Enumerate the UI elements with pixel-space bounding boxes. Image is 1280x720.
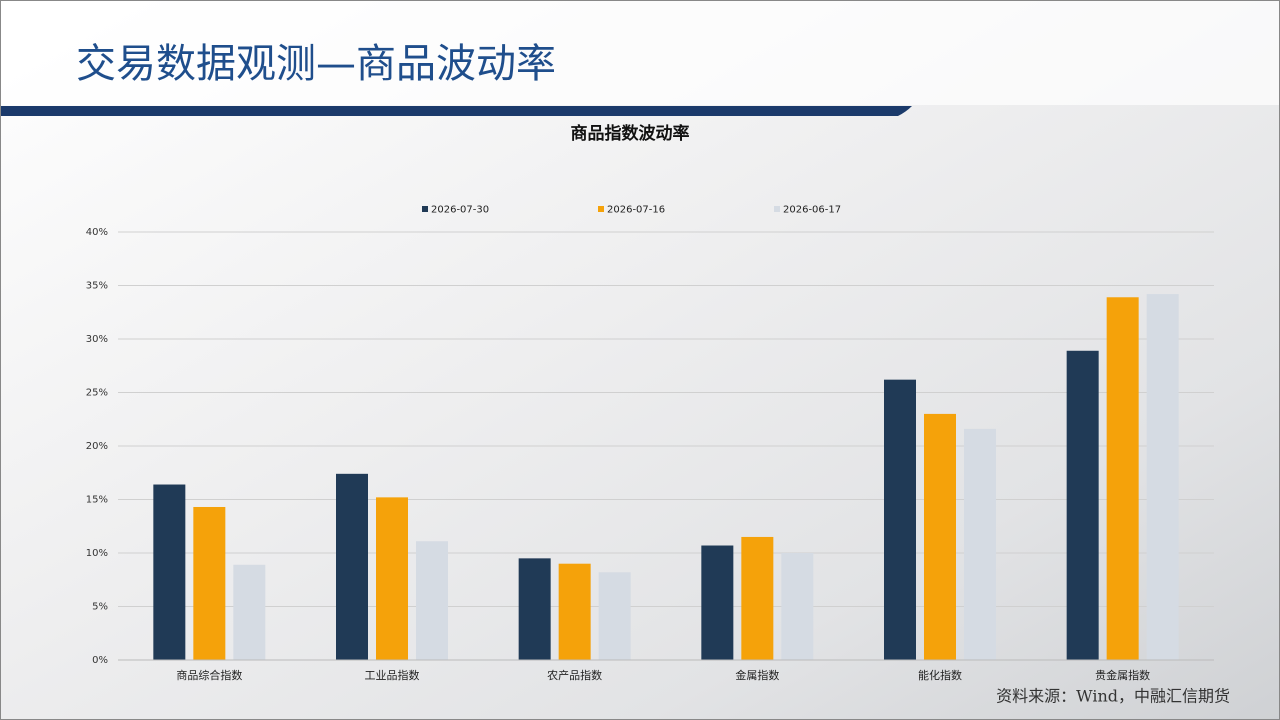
- bar: [701, 545, 734, 660]
- x-tick-label: 商品综合指数: [176, 668, 242, 682]
- legend-swatch: [774, 206, 780, 212]
- x-tick-label: 工业品指数: [365, 668, 420, 682]
- bar: [518, 558, 551, 660]
- bar: [924, 413, 956, 660]
- y-tick-label: 35%: [86, 281, 108, 292]
- x-tick-label: 农产品指数: [547, 668, 602, 682]
- page-title: 交易数据观测—商品波动率: [76, 41, 556, 87]
- header-band: [0, 0, 1280, 105]
- source-note: 资料来源：Wind，中融汇信期货: [996, 687, 1230, 706]
- legend-label: 2026-07-30: [431, 205, 489, 216]
- legend-swatch: [422, 206, 428, 212]
- y-tick-label: 30%: [86, 334, 108, 345]
- bar: [741, 536, 774, 660]
- x-tick-label: 金属指数: [735, 668, 779, 682]
- bar: [558, 563, 591, 660]
- bar: [964, 428, 996, 660]
- x-tick-label: 贵金属指数: [1095, 668, 1150, 682]
- legend-label: 2026-06-17: [783, 205, 841, 216]
- x-tick-label: 能化指数: [918, 668, 962, 682]
- bar: [233, 564, 266, 660]
- bar: [1066, 350, 1099, 660]
- bar: [336, 473, 368, 660]
- y-tick-label: 0%: [92, 655, 108, 666]
- y-tick-label: 40%: [86, 227, 108, 238]
- bar: [1106, 297, 1139, 660]
- bar: [1146, 294, 1179, 660]
- y-tick-label: 25%: [86, 388, 108, 399]
- bar: [376, 497, 408, 660]
- bar: [153, 484, 186, 660]
- y-tick-label: 10%: [86, 548, 108, 559]
- legend-swatch: [598, 206, 604, 212]
- y-tick-label: 15%: [86, 495, 108, 506]
- bar: [193, 506, 226, 660]
- bar: [416, 541, 448, 660]
- legend-label: 2026-07-16: [607, 205, 665, 216]
- y-tick-label: 5%: [92, 602, 108, 613]
- bar: [598, 572, 631, 660]
- bar: [884, 379, 916, 660]
- chart-title: 商品指数波动率: [571, 123, 690, 144]
- y-tick-label: 20%: [86, 441, 108, 452]
- header-rule: [0, 106, 912, 116]
- bar: [781, 553, 814, 660]
